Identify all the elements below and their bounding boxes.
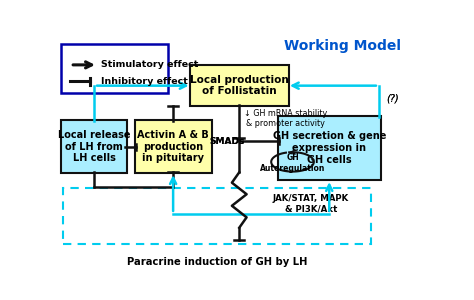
Text: GH secretion & gene
expression in
GH cells: GH secretion & gene expression in GH cel… [273,131,386,165]
FancyBboxPatch shape [278,116,381,180]
Text: Working Model: Working Model [283,40,401,53]
Text: (?): (?) [386,93,399,103]
FancyBboxPatch shape [61,120,127,173]
Text: Stimulatory effect: Stimulatory effect [101,60,199,69]
Text: GH
Autoregulation: GH Autoregulation [260,153,325,173]
Text: SMADs: SMADs [210,136,245,146]
FancyBboxPatch shape [61,44,168,93]
Text: Local release
of LH from
LH cells: Local release of LH from LH cells [58,130,130,164]
Bar [63,188,372,244]
Text: (?): (?) [386,93,399,103]
FancyBboxPatch shape [190,65,289,106]
Text: Inhibitory effect: Inhibitory effect [101,76,188,85]
Text: Local production
of Follistatin: Local production of Follistatin [190,75,289,97]
Text: Paracrine induction of GH by LH: Paracrine induction of GH by LH [127,256,308,267]
FancyBboxPatch shape [135,120,212,173]
Text: SMADs: SMADs [210,136,245,146]
Text: JAK/STAT, MAPK
& PI3K/Akt: JAK/STAT, MAPK & PI3K/Akt [273,194,349,213]
Text: ↓ GH mRNA stability
& promoter activity: ↓ GH mRNA stability & promoter activity [244,109,327,128]
Text: Activin A & B
production
in pituitary: Activin A & B production in pituitary [137,130,209,164]
